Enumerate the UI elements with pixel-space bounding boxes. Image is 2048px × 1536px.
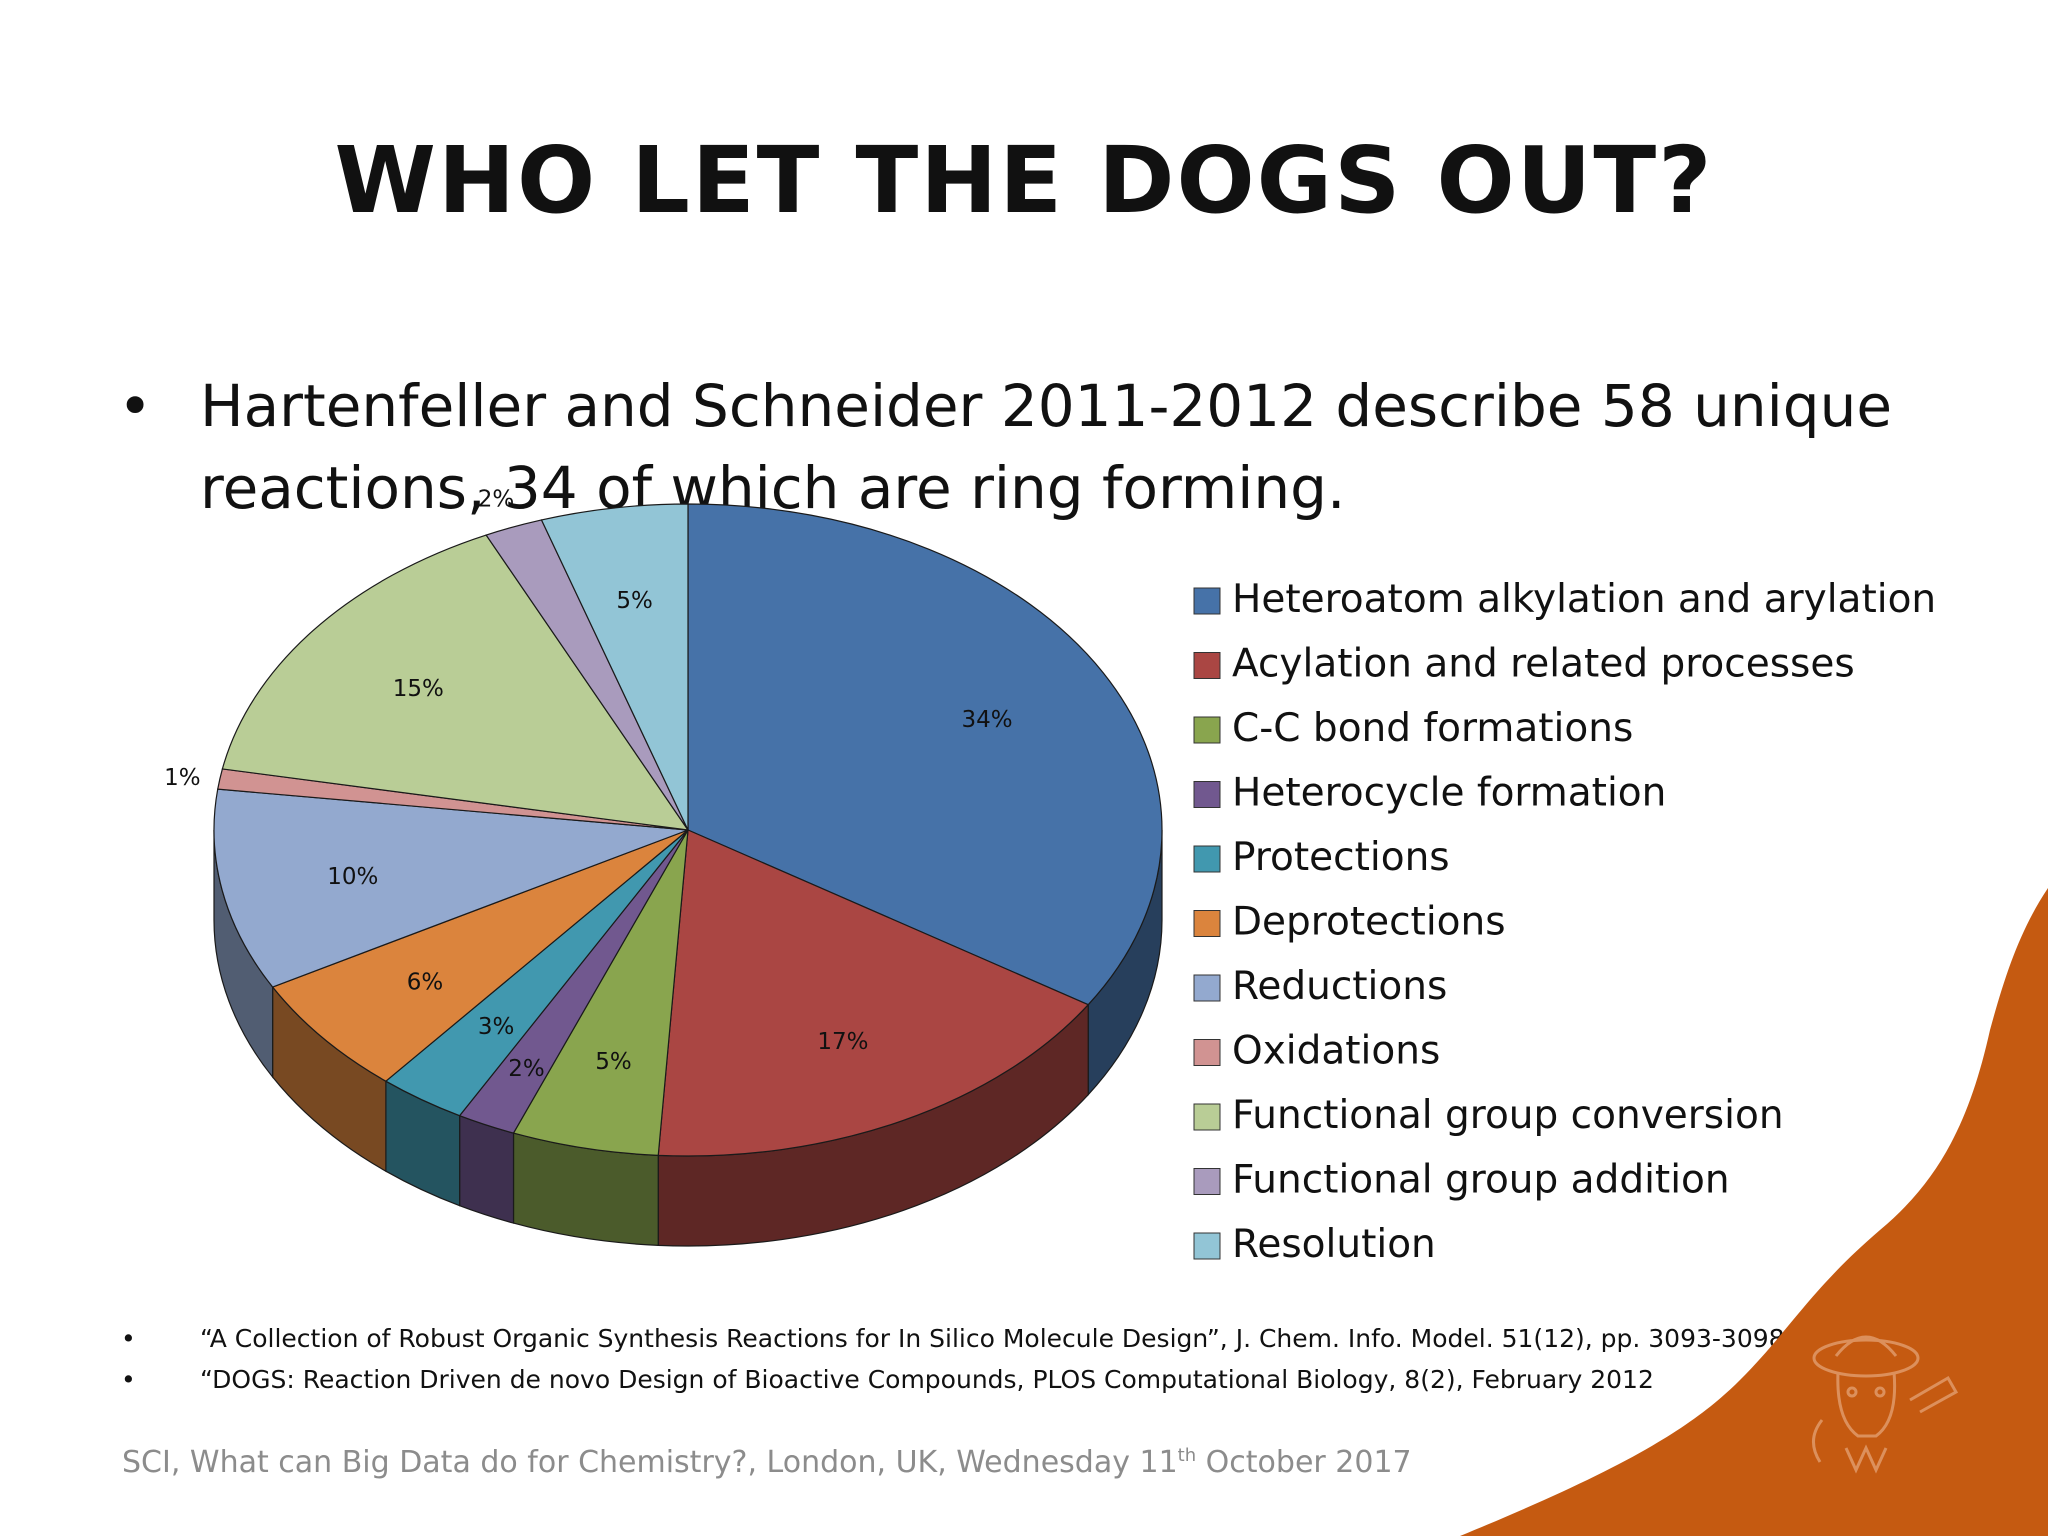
legend-swatch — [1193, 974, 1221, 1002]
reference-text: “A Collection of Robust Organic Synthesi… — [200, 1324, 1873, 1353]
pie-slice-6 — [213, 788, 689, 988]
pie-data-label: 34% — [962, 707, 1013, 733]
pie-slices — [213, 503, 1163, 1247]
pie-data-label: 17% — [817, 1029, 868, 1055]
legend-label: Functional group conversion — [1232, 1093, 1784, 1138]
pie-chart: 34% 17% 5% 2% 3% 6% 10% 1% 15% 2% 5% Heteroatom al… — [164, 487, 1936, 1267]
reference-text: “DOGS: Reaction Driven de novo Design of… — [200, 1365, 1654, 1394]
pie-data-label: 3% — [478, 1014, 515, 1040]
legend-label: Heteroatom alkylation and arylation — [1232, 577, 1936, 622]
pie-slice-5 — [271, 829, 689, 1082]
pie-side-walls — [213, 829, 1163, 1247]
legend-swatch — [1193, 716, 1221, 744]
orange-swoosh-shape — [1460, 888, 2048, 1536]
legend-swatch — [1193, 910, 1221, 937]
reference-bullet: • — [121, 1324, 136, 1353]
pie-data-label: 2% — [508, 1056, 545, 1082]
legend-swatch — [1193, 1168, 1221, 1195]
legend-swatch — [1193, 652, 1221, 679]
slide-footer: SCI, What can Big Data do for Chemistry?… — [122, 1445, 1412, 1480]
legend-label: Functional group addition — [1232, 1158, 1730, 1203]
main-bullet-text: Hartenfeller and Schneider 2011-2012 des… — [200, 372, 1893, 522]
pie-data-label: 1% — [164, 765, 201, 791]
legend-label: Resolution — [1232, 1222, 1436, 1267]
pie-slice-8 — [221, 534, 690, 831]
legend-swatch — [1193, 1103, 1221, 1131]
reference-list: • “A Collection of Robust Organic Synthe… — [118, 1318, 1873, 1400]
pie-slice-2 — [512, 829, 689, 1156]
legend-swatch — [1193, 781, 1221, 808]
footer-suffix: October 2017 — [1196, 1445, 1412, 1480]
pie-data-label: 5% — [595, 1049, 632, 1075]
pie-slice-10 — [540, 503, 689, 831]
legend-label: Heterocycle formation — [1232, 771, 1666, 816]
pie-data-label: 15% — [393, 676, 444, 702]
pie-data-labels: 34% 17% 5% 2% 3% 6% 10% 1% 15% 2% 5% — [164, 487, 1012, 1082]
legend-label: Deprotections — [1232, 900, 1506, 945]
reference-item: • “A Collection of Robust Organic Synthe… — [118, 1318, 1873, 1359]
slide-title: WHO LET THE DOGS OUT? — [334, 127, 1714, 234]
pie-data-label: 10% — [327, 864, 378, 890]
pie-data-label: 6% — [407, 970, 444, 996]
footer-prefix: SCI, What can Big Data do for Chemistry?… — [122, 1445, 1178, 1480]
footer-sup: th — [1177, 1445, 1197, 1466]
pie-slice-1 — [657, 829, 1090, 1157]
dog-mascot-icon — [1812, 1335, 1959, 1474]
reference-item: • “DOGS: Reaction Driven de novo Design … — [118, 1359, 1818, 1400]
legend-label: Acylation and related processes — [1232, 642, 1855, 687]
chart-legend: Heteroatom alkylation and arylation Acyla… — [1193, 577, 1936, 1267]
legend-label: Protections — [1232, 835, 1450, 880]
legend-swatch — [1193, 845, 1221, 873]
pie-data-label: 5% — [616, 588, 653, 614]
reference-bullet: • — [121, 1365, 136, 1394]
legend-swatch — [1193, 587, 1221, 615]
pie-slice-0 — [687, 503, 1163, 1006]
legend-label: Oxidations — [1232, 1029, 1440, 1074]
legend-swatch — [1193, 1232, 1221, 1260]
legend-label: Reductions — [1232, 964, 1447, 1009]
bullet-dot: • — [118, 372, 153, 440]
pie-data-label: 2% — [478, 487, 515, 513]
legend-swatch — [1193, 1039, 1221, 1066]
legend-label: C-C bond formations — [1232, 706, 1633, 751]
